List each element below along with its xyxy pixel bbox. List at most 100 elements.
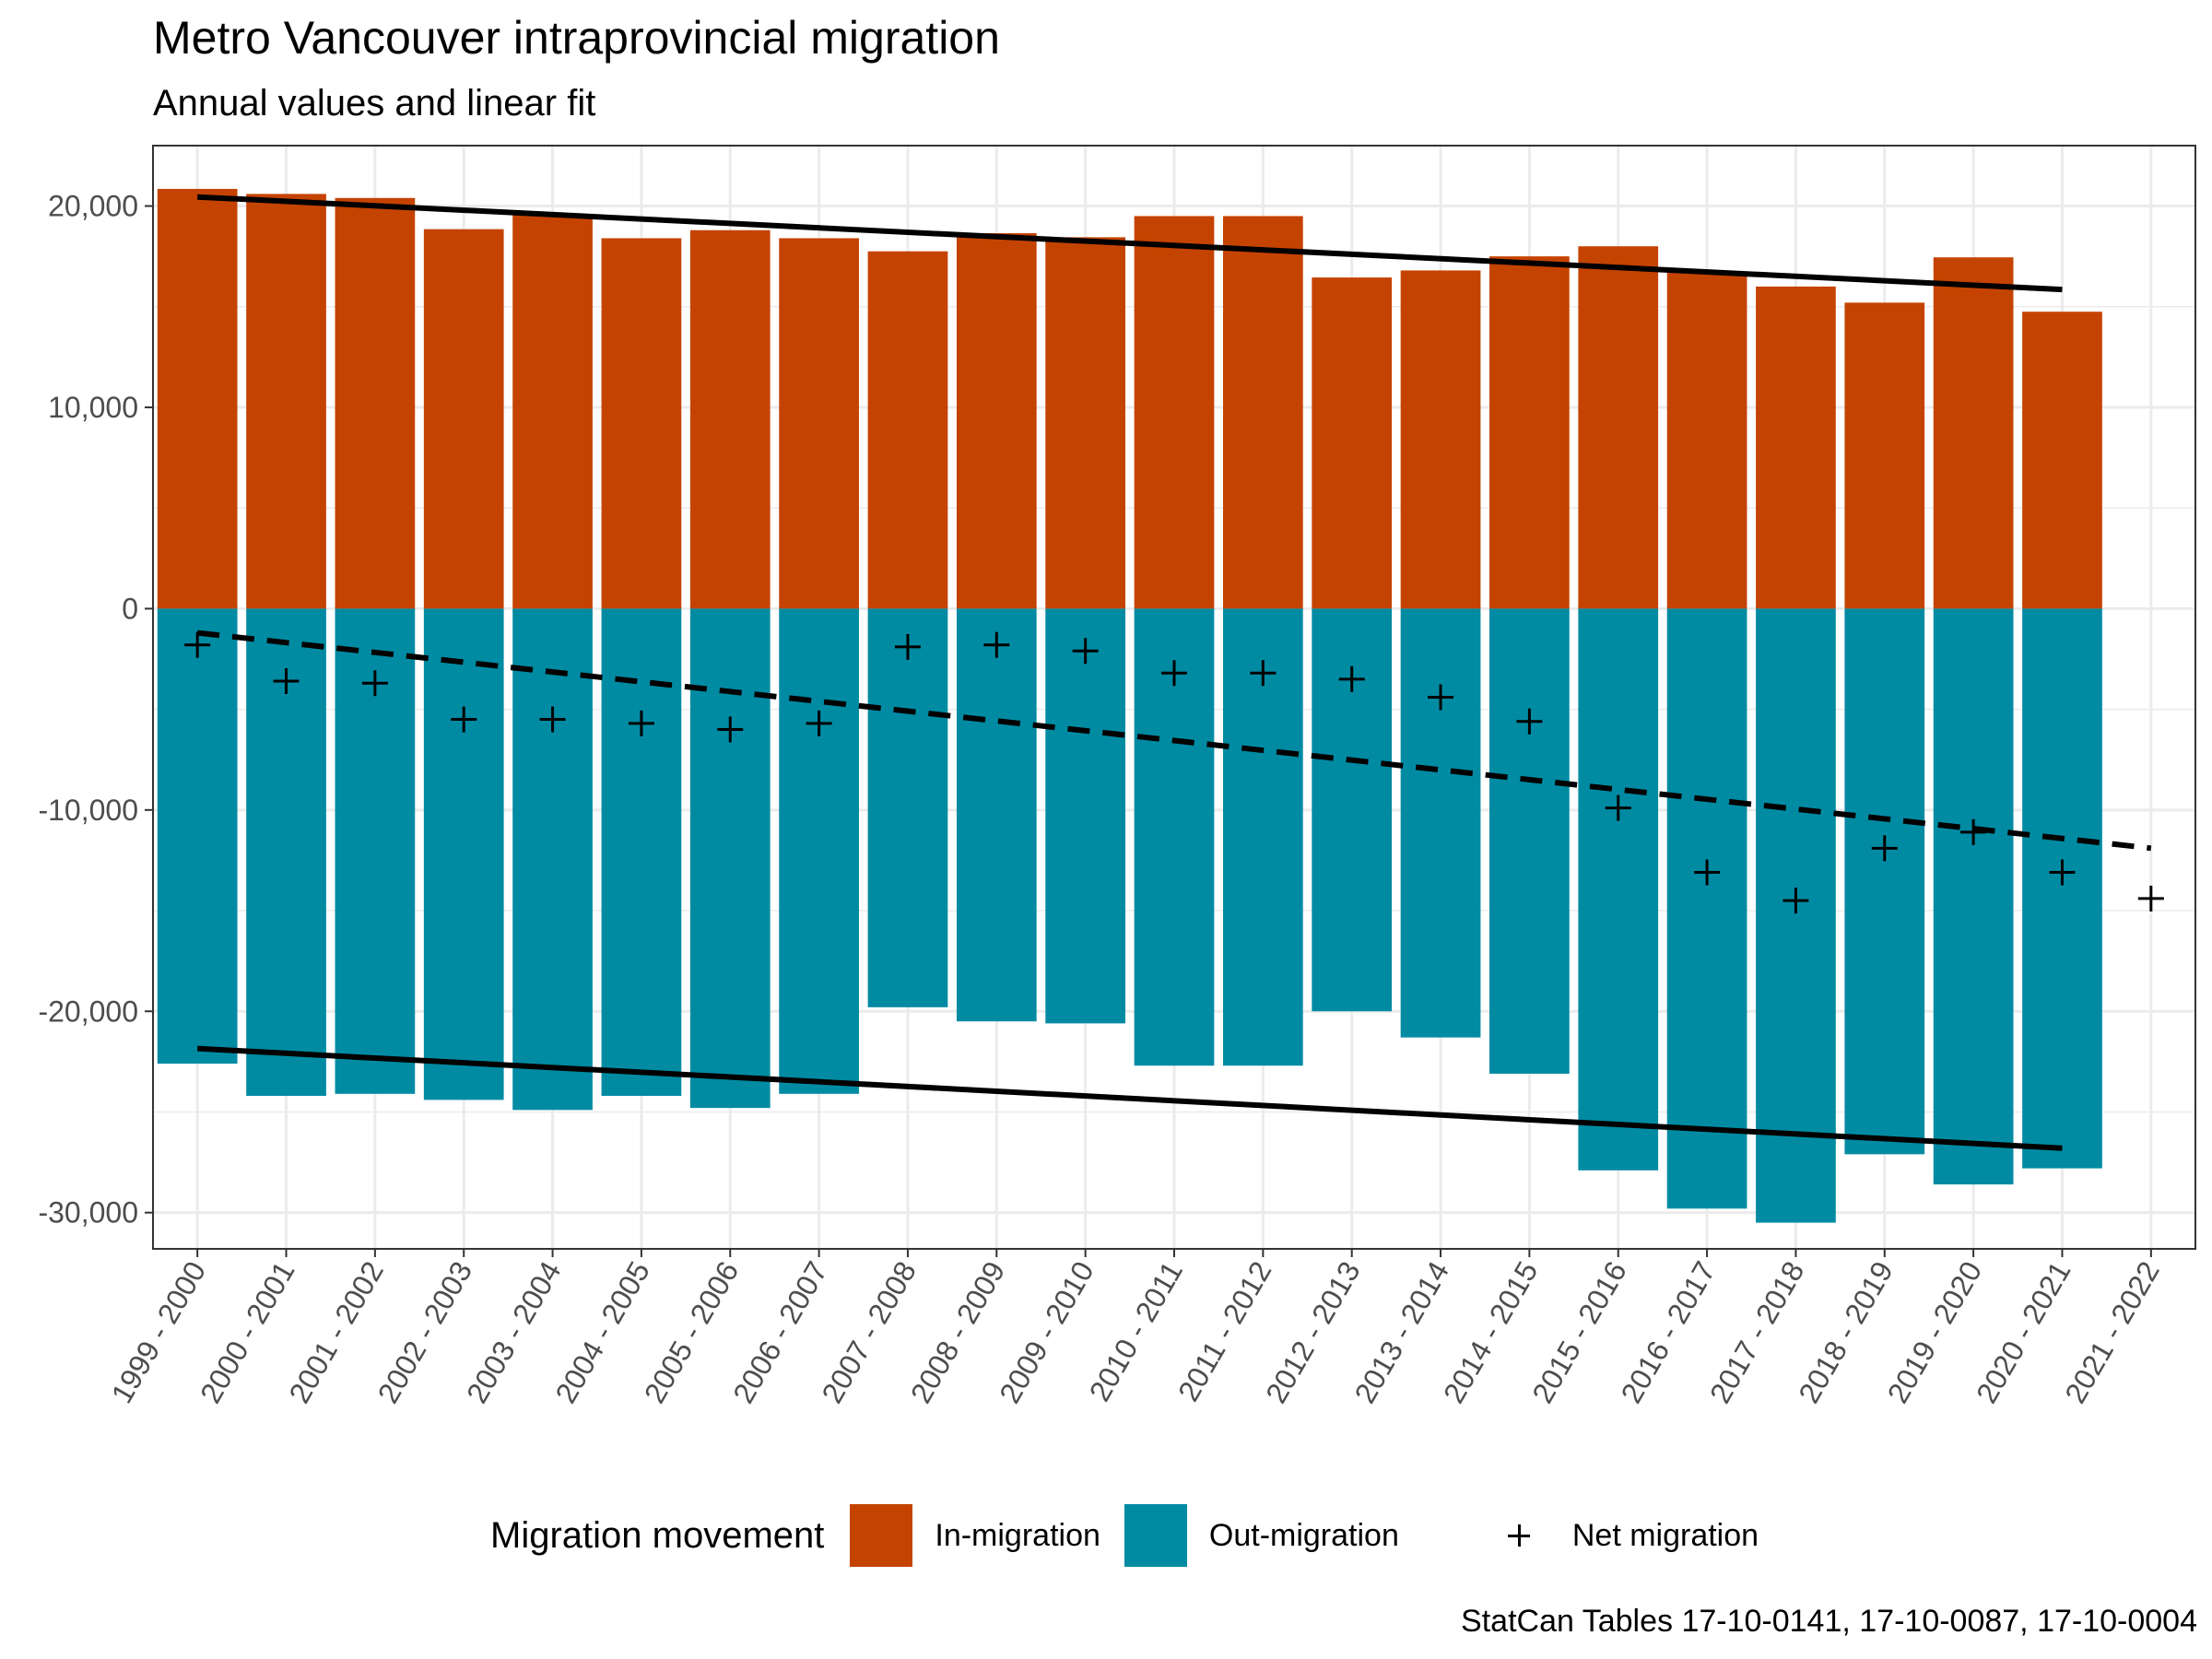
fit-line-out-migration	[197, 1045, 2063, 1151]
x-tick-label: 2008 - 2009	[904, 1256, 1012, 1409]
fit-line-net-migration	[196, 629, 2152, 852]
bar-in-migration	[867, 251, 948, 609]
y-tick-label: 20,000	[48, 190, 138, 223]
legend: Migration movement In-migration Out-migr…	[490, 1502, 1783, 1569]
bar-in-migration	[1312, 277, 1393, 609]
bar-out-migration	[1844, 608, 1925, 1155]
bar-out-migration	[779, 608, 859, 1094]
x-tick-label: 2021 - 2022	[2058, 1256, 2166, 1409]
bar-in-migration	[246, 194, 326, 609]
legend-key-net-migration	[1488, 1504, 1550, 1567]
x-tick-label: 2007 - 2008	[815, 1256, 923, 1409]
bar-out-migration	[1933, 608, 2014, 1185]
y-tick-label: -30,000	[38, 1196, 138, 1230]
legend-item-out-migration: Out-migration	[1124, 1504, 1423, 1567]
bar-in-migration	[1933, 257, 2014, 609]
bar-out-migration	[1400, 608, 1481, 1038]
bar-out-migration	[157, 608, 238, 1065]
net-migration-point	[1694, 859, 1721, 886]
bar-out-migration	[423, 608, 504, 1100]
net-migration-point	[1783, 888, 1809, 914]
net-migration-point	[717, 716, 744, 743]
bar-in-migration	[1045, 237, 1126, 609]
bar-out-migration	[1489, 608, 1570, 1074]
fit-line-in-migration	[197, 194, 2063, 293]
y-tick-label: -10,000	[38, 794, 138, 827]
net-migration-point	[361, 670, 388, 697]
x-tick-label: 2012 - 2013	[1259, 1256, 1367, 1409]
net-migration-point	[1338, 665, 1365, 692]
bar-in-migration	[601, 238, 682, 609]
x-tick-label: 2020 - 2021	[1970, 1256, 2077, 1409]
bar-in-migration	[1134, 216, 1215, 609]
net-migration-point	[539, 706, 566, 733]
x-tick-label: 2014 - 2015	[1437, 1256, 1545, 1409]
bar-in-migration	[1666, 272, 1747, 609]
net-migration-point	[184, 631, 211, 658]
x-tick-label: 2000 - 2001	[194, 1256, 301, 1409]
net-migration-point	[1871, 835, 1898, 862]
bar-in-migration	[157, 188, 238, 609]
bar-out-migration	[1045, 608, 1126, 1024]
net-migration-point	[894, 633, 921, 660]
bar-in-migration	[512, 215, 593, 609]
net-migration-point	[1250, 660, 1277, 687]
net-migration-point	[628, 710, 654, 736]
net-migration-point	[1428, 684, 1454, 711]
y-tick-label: -20,000	[38, 994, 138, 1028]
bar-out-migration	[689, 608, 771, 1109]
bar-in-migration	[779, 238, 859, 609]
bar-out-migration	[601, 608, 682, 1096]
x-tick-label: 2002 - 2003	[371, 1256, 479, 1409]
bar-group	[157, 188, 2102, 1223]
net-migration-point	[1072, 638, 1099, 665]
bar-in-migration	[1222, 216, 1303, 609]
legend-item-net-migration: Net migration	[1488, 1504, 1783, 1567]
x-tick-label: 2001 - 2002	[282, 1256, 390, 1409]
net-migration-point	[1161, 660, 1187, 687]
legend-item-in-migration: In-migration	[850, 1504, 1124, 1567]
x-tick-label: 2003 - 2004	[460, 1256, 568, 1409]
bar-in-migration	[956, 233, 1037, 609]
bar-out-migration	[867, 608, 948, 1007]
x-tick-label: 2017 - 2018	[1703, 1256, 1811, 1409]
chart-caption: StatCan Tables 17-10-0141, 17-10-0087, 1…	[1461, 1604, 2197, 1639]
y-tick-label: 10,000	[48, 391, 138, 424]
bar-in-migration	[1844, 302, 1925, 609]
bar-out-migration	[2022, 608, 2102, 1169]
bar-in-migration	[1489, 256, 1570, 609]
chart-subtitle: Annual values and linear fit	[153, 83, 596, 124]
net-migration-point	[273, 668, 300, 695]
legend-label-net-migration: Net migration	[1571, 1517, 1759, 1553]
x-tick-label: 2006 - 2007	[726, 1256, 834, 1409]
x-tick-label: 2005 - 2006	[638, 1256, 746, 1409]
net-migration-point	[806, 710, 832, 736]
x-tick-label: 2011 - 2012	[1171, 1256, 1277, 1407]
bar-in-migration	[335, 197, 416, 609]
legend-title: Migration movement	[490, 1514, 825, 1556]
bar-in-migration	[2022, 312, 2102, 609]
net-migration-point	[983, 631, 1010, 658]
bar-out-migration	[512, 608, 593, 1111]
bar-in-migration	[423, 229, 504, 609]
y-tick-label: 0	[122, 592, 138, 625]
legend-key-out-migration	[1124, 1504, 1187, 1567]
x-tick-label: 2019 - 2020	[1881, 1256, 1989, 1409]
legend-label-in-migration: In-migration	[935, 1517, 1100, 1553]
net-migration-point	[1605, 794, 1631, 821]
bar-in-migration	[1578, 246, 1659, 609]
x-tick-label: 2004 - 2005	[548, 1256, 656, 1409]
bar-out-migration	[956, 608, 1037, 1022]
net-migration-point	[1516, 708, 1543, 735]
legend-key-in-migration	[850, 1504, 913, 1567]
chart-title: Metro Vancouver intraprovincial migratio…	[153, 12, 1000, 64]
x-tick-label: 2010 - 2011	[1083, 1256, 1189, 1407]
x-tick-label: 2009 - 2010	[993, 1256, 1100, 1409]
net-migration-point	[2137, 885, 2164, 912]
bar-out-migration	[1578, 608, 1659, 1171]
net-migration-point	[1960, 818, 1987, 845]
x-tick-label: 2013 - 2014	[1348, 1256, 1456, 1409]
bar-in-migration	[1756, 286, 1836, 609]
bar-out-migration	[1756, 608, 1836, 1223]
x-tick-label: 2016 - 2017	[1615, 1256, 1723, 1409]
